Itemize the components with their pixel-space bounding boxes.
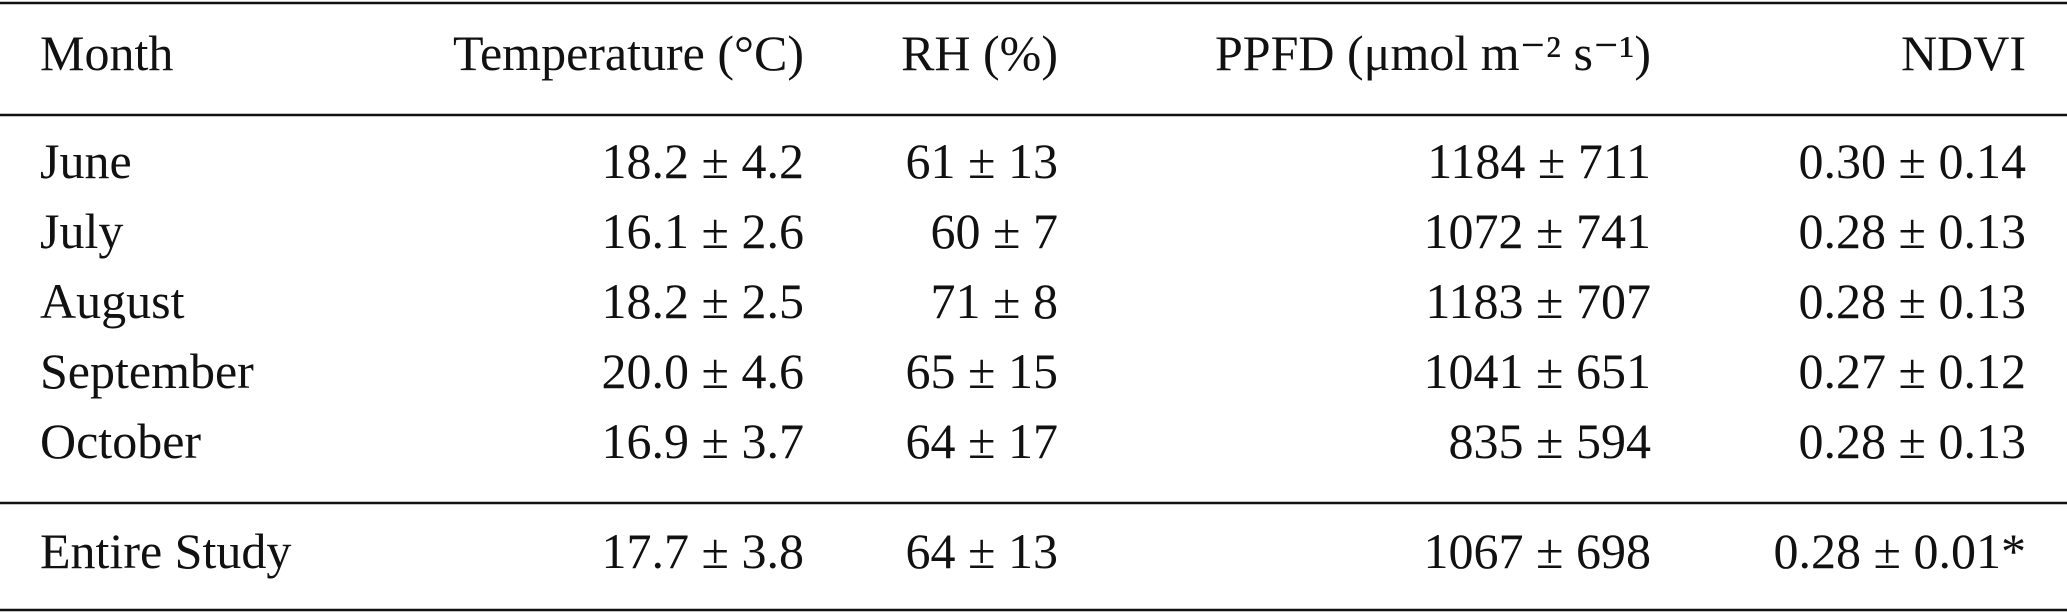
cell: 1183 ± 707	[1425, 273, 1651, 329]
header-cell: RH (%)	[901, 25, 1058, 81]
cell: July	[40, 203, 123, 259]
header-cell: Month	[40, 25, 173, 81]
cell: 0.28 ± 0.13	[1799, 413, 2026, 469]
cell: 835 ± 594	[1449, 413, 1651, 469]
cell: 0.30 ± 0.14	[1799, 133, 2026, 189]
cell: 16.9 ± 3.7	[602, 413, 804, 469]
footer-cell: 17.7 ± 3.8	[602, 523, 804, 579]
cell: 20.0 ± 4.6	[602, 343, 804, 399]
cell: 0.28 ± 0.13	[1799, 203, 2026, 259]
header-cell: Temperature (°C)	[453, 25, 804, 81]
cell: September	[40, 343, 254, 399]
cell: 1041 ± 651	[1424, 343, 1651, 399]
footer-cell: 64 ± 13	[906, 523, 1058, 579]
cell: 71 ± 8	[931, 273, 1058, 329]
cell: 16.1 ± 2.6	[602, 203, 804, 259]
header-cell: NDVI	[1901, 25, 2026, 81]
cell: 61 ± 13	[906, 133, 1058, 189]
cell: 64 ± 17	[906, 413, 1058, 469]
cell: June	[40, 133, 132, 189]
cell: 1184 ± 711	[1427, 133, 1651, 189]
cell: 18.2 ± 2.5	[602, 273, 804, 329]
cell: 0.28 ± 0.13	[1799, 273, 2026, 329]
cell: August	[40, 273, 185, 329]
cell: 18.2 ± 4.2	[602, 133, 804, 189]
footer-cell: 1067 ± 698	[1424, 523, 1651, 579]
cell: 65 ± 15	[906, 343, 1058, 399]
header-cell: PPFD (μmol m⁻² s⁻¹)	[1215, 25, 1651, 81]
footer-cell: Entire Study	[40, 523, 291, 579]
footer-cell: 0.28 ± 0.01*	[1774, 523, 2026, 579]
cell: 1072 ± 741	[1424, 203, 1651, 259]
cell: 60 ± 7	[931, 203, 1058, 259]
cell: October	[40, 413, 201, 469]
cell: 0.27 ± 0.12	[1799, 343, 2026, 399]
